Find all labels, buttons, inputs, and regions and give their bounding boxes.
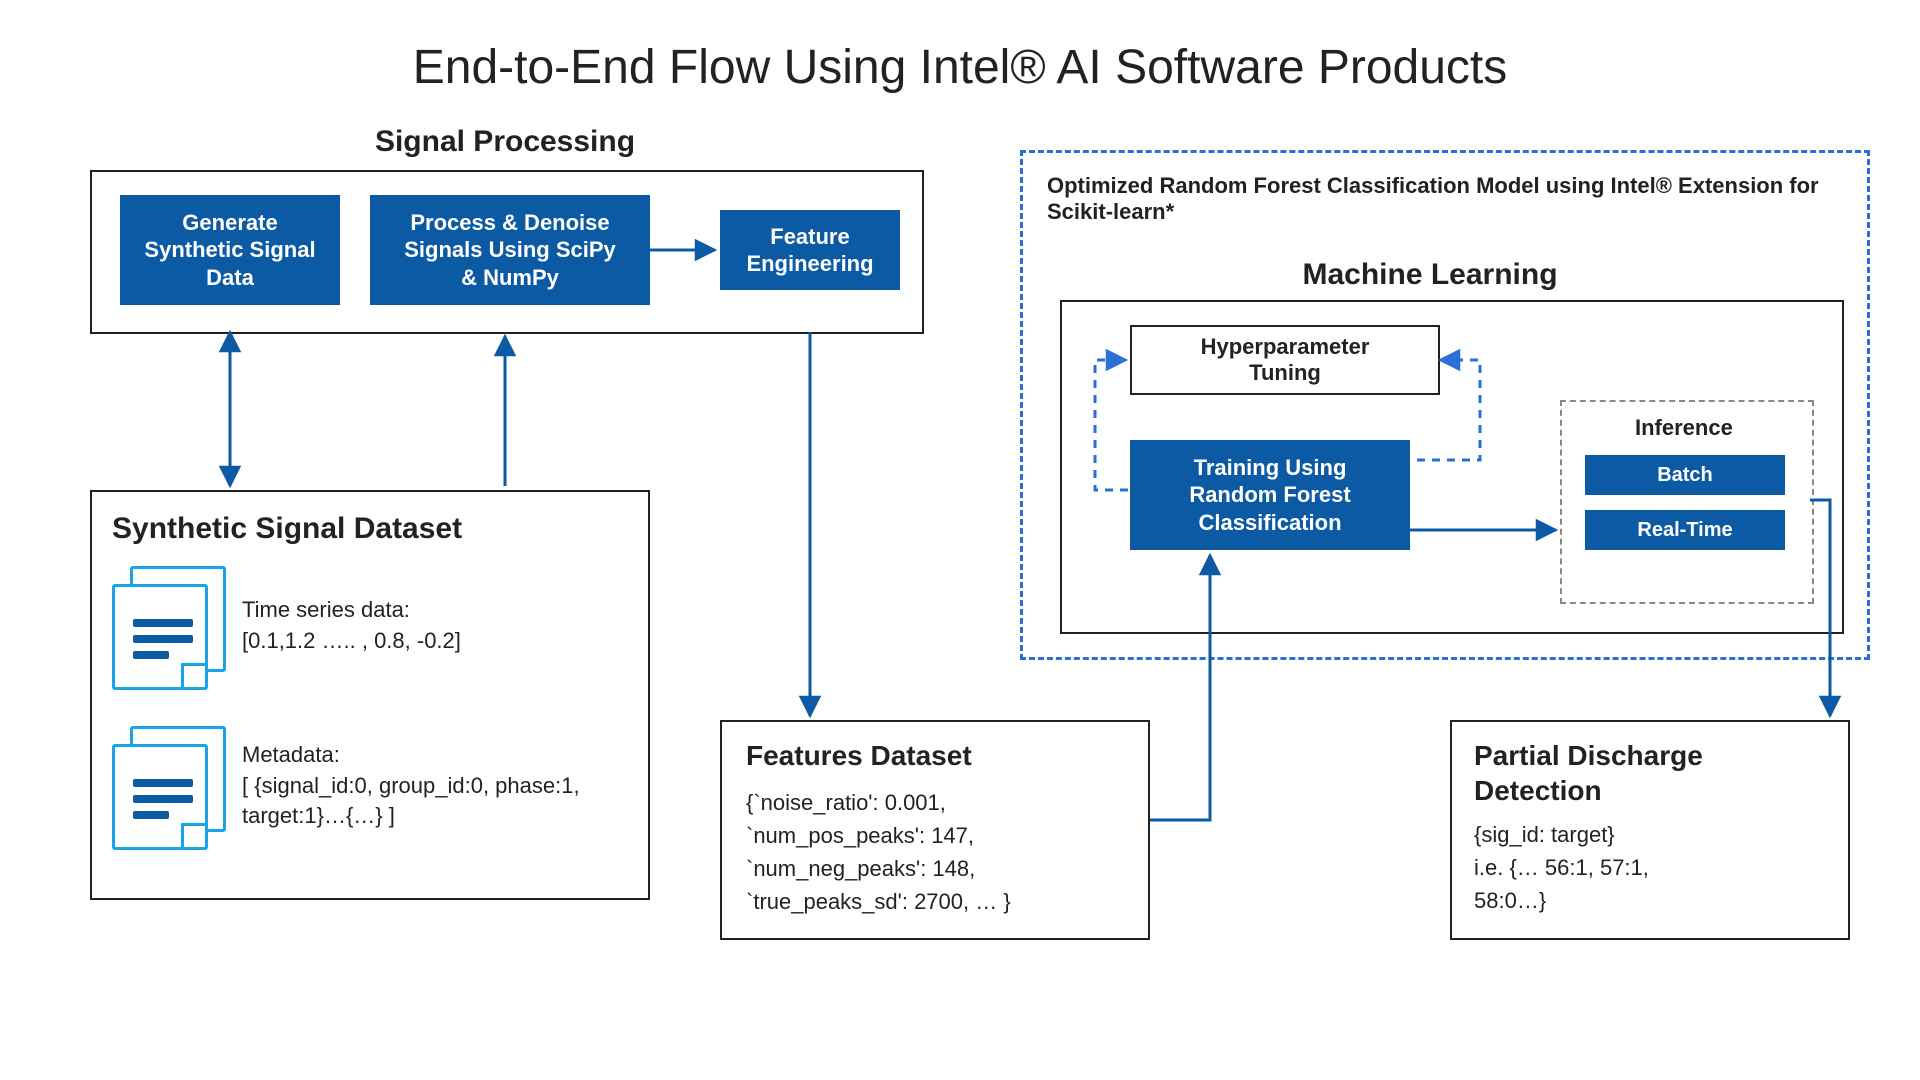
inference-realtime: Real-Time	[1585, 510, 1785, 550]
partial-discharge-title: Partial Discharge Detection	[1474, 738, 1826, 808]
step-generate: Generate Synthetic Signal Data	[120, 195, 340, 305]
hyperparameter-box: Hyperparameter Tuning	[1130, 325, 1440, 395]
features-dataset-title: Features Dataset	[746, 740, 1124, 772]
diagram-canvas: End-to-End Flow Using Intel® AI Software…	[0, 0, 1920, 1080]
time-series-value: [0.1,1.2 ….. , 0.8, -0.2]	[242, 626, 461, 657]
time-series-row: Time series data: [0.1,1.2 ….. , 0.8, -0…	[112, 566, 628, 686]
step-feature: Feature Engineering	[720, 210, 900, 290]
document-icon	[112, 566, 222, 686]
step-process: Process & Denoise Signals Using SciPy & …	[370, 195, 650, 305]
partial-discharge-body: {sig_id: target} i.e. {… 56:1, 57:1, 58:…	[1474, 818, 1826, 917]
synthetic-dataset-title: Synthetic Signal Dataset	[112, 512, 628, 546]
machine-learning-label: Machine Learning	[1180, 258, 1680, 292]
metadata-text: Metadata: [ {signal_id:0, group_id:0, ph…	[242, 740, 628, 832]
features-dataset-panel: Features Dataset {`noise_ratio': 0.001, …	[720, 720, 1150, 940]
features-dataset-body: {`noise_ratio': 0.001, `num_pos_peaks': …	[746, 786, 1124, 918]
metadata-value: [ {signal_id:0, group_id:0, phase:1, tar…	[242, 771, 628, 833]
metadata-row: Metadata: [ {signal_id:0, group_id:0, ph…	[112, 726, 628, 846]
ml-dashed-caption: Optimized Random Forest Classification M…	[1047, 173, 1843, 225]
document-icon	[112, 726, 222, 846]
inference-label: Inference	[1635, 415, 1733, 441]
page-title: End-to-End Flow Using Intel® AI Software…	[0, 40, 1920, 95]
time-series-label: Time series data:	[242, 595, 461, 626]
partial-discharge-panel: Partial Discharge Detection {sig_id: tar…	[1450, 720, 1850, 940]
metadata-label: Metadata:	[242, 740, 628, 771]
inference-batch: Batch	[1585, 455, 1785, 495]
synthetic-dataset-panel: Synthetic Signal Dataset Time series dat…	[90, 490, 650, 900]
signal-processing-label: Signal Processing	[90, 125, 920, 159]
time-series-text: Time series data: [0.1,1.2 ….. , 0.8, -0…	[242, 595, 461, 657]
training-box: Training Using Random Forest Classificat…	[1130, 440, 1410, 550]
